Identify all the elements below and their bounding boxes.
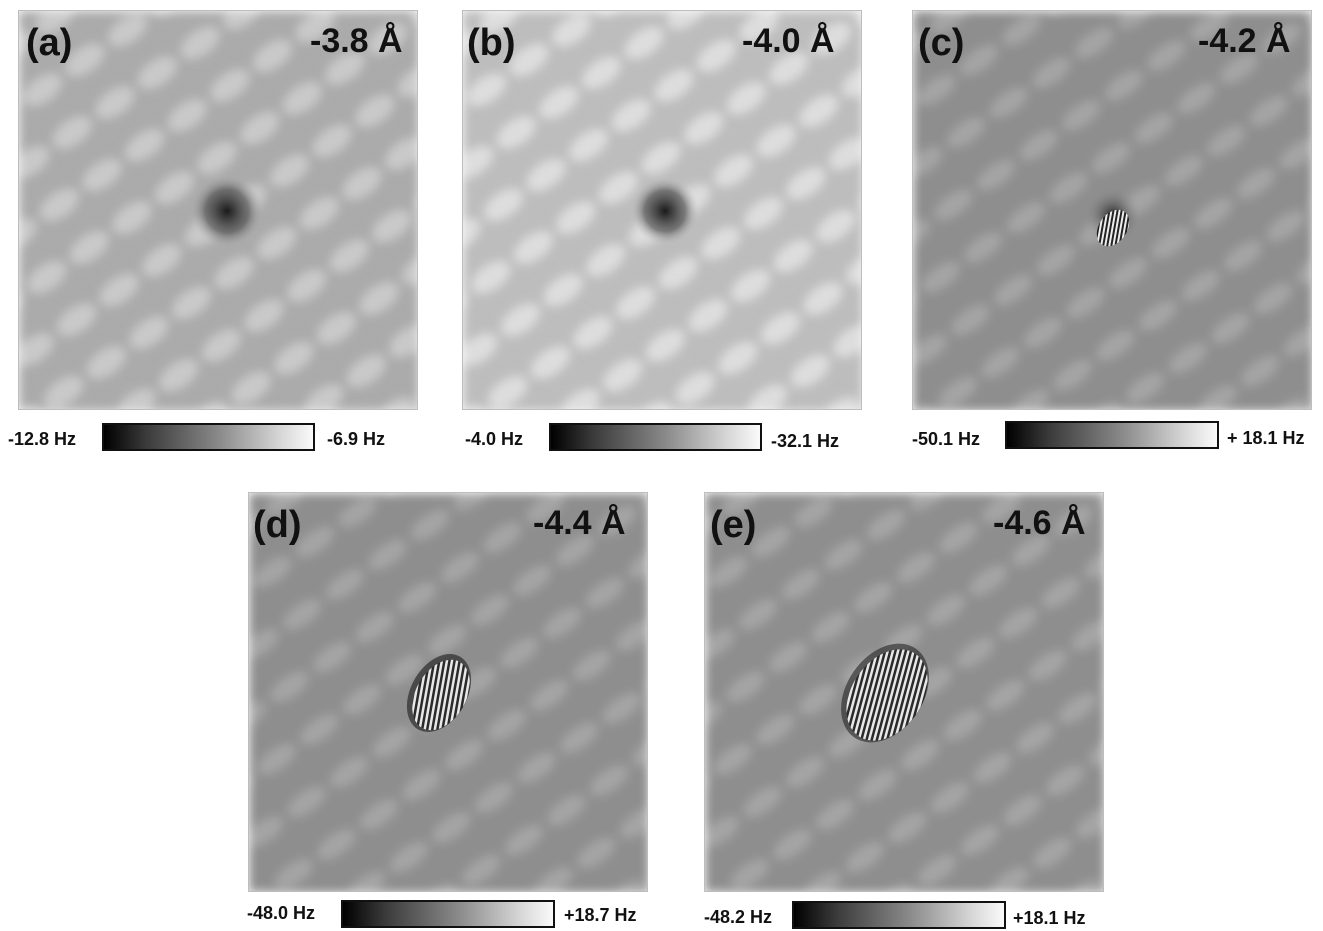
tip-distance-e: -4.6 Å xyxy=(993,506,1086,540)
colorbar-d xyxy=(341,900,555,928)
colorbar-max-a: -6.9 Hz xyxy=(327,430,385,448)
colorbar-b xyxy=(549,423,762,451)
afm-image-b xyxy=(462,10,862,410)
colorbar-a xyxy=(102,423,315,451)
panel-label-b: (b) xyxy=(467,24,516,62)
panel-label-a: (a) xyxy=(26,24,72,62)
afm-image-e xyxy=(704,492,1104,892)
panel-label-e: (e) xyxy=(710,506,756,544)
colorbar-max-d: +18.7 Hz xyxy=(564,906,637,924)
colorbar-min-e: -48.2 Hz xyxy=(704,908,772,926)
tip-distance-d: -4.4 Å xyxy=(533,506,626,540)
colorbar-c xyxy=(1005,421,1219,449)
colorbar-max-b: -32.1 Hz xyxy=(771,432,839,450)
afm-image-c xyxy=(912,10,1312,410)
tip-distance-b: -4.0 Å xyxy=(742,24,835,58)
afm-image-a xyxy=(18,10,418,410)
colorbar-max-e: +18.1 Hz xyxy=(1013,909,1086,927)
colorbar-min-a: -12.8 Hz xyxy=(8,430,76,448)
tip-distance-c: -4.2 Å xyxy=(1198,24,1291,58)
colorbar-max-c: + 18.1 Hz xyxy=(1227,429,1305,447)
afm-image-d xyxy=(248,492,648,892)
colorbar-min-c: -50.1 Hz xyxy=(912,430,980,448)
colorbar-min-b: -4.0 Hz xyxy=(465,430,523,448)
colorbar-e xyxy=(792,901,1006,929)
tip-distance-a: -3.8 Å xyxy=(310,24,403,58)
panel-label-c: (c) xyxy=(918,24,964,62)
panel-label-d: (d) xyxy=(253,506,302,544)
colorbar-min-d: -48.0 Hz xyxy=(247,904,315,922)
